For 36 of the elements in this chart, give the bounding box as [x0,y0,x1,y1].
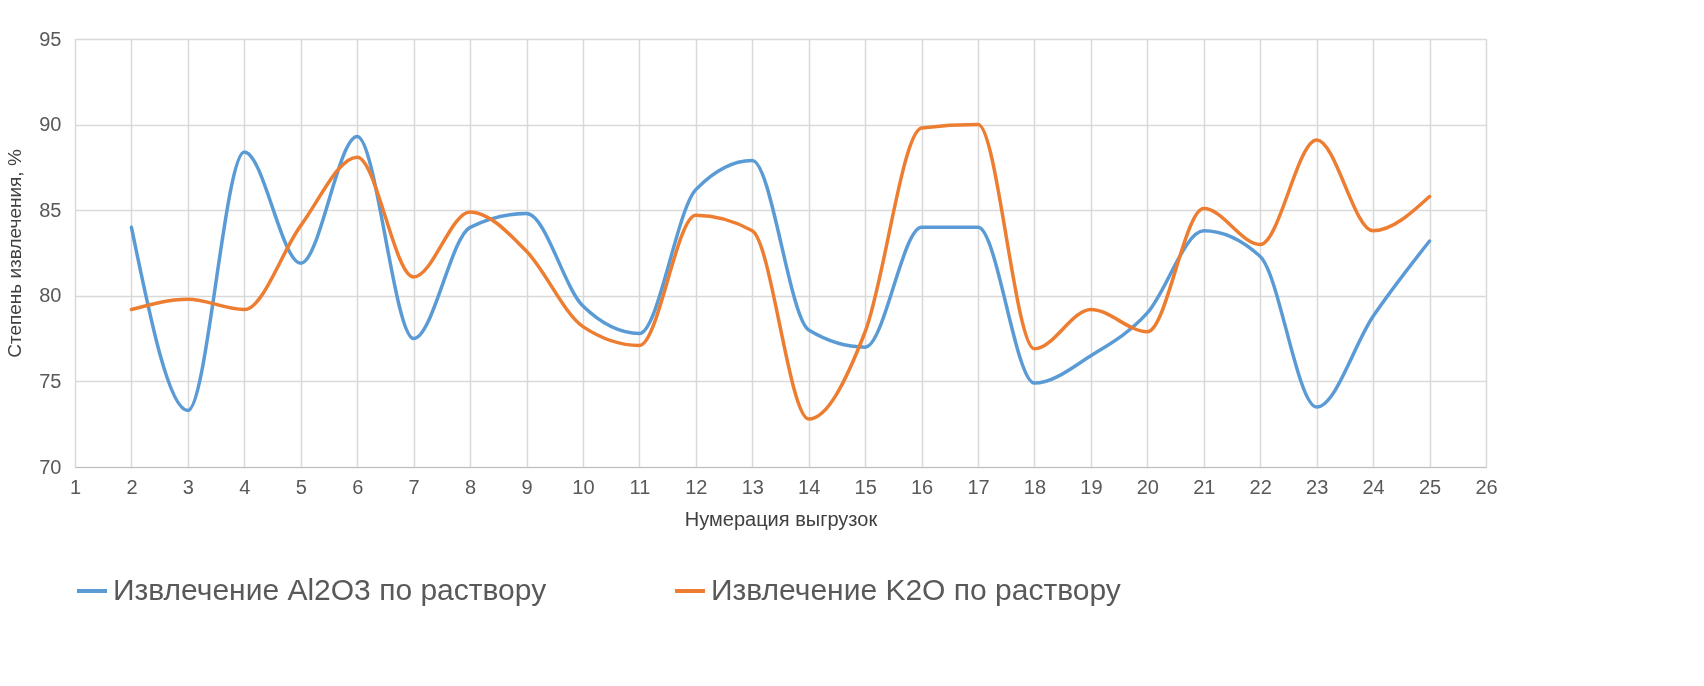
x-tick-label: 26 [1475,475,1498,498]
x-tick-label: 11 [629,475,651,498]
x-tick-label: 18 [1023,475,1047,498]
y-tick-label: 95 [39,27,62,50]
x-axis-title: Нумерация выгрузок [684,507,878,530]
y-tick-label: 85 [39,198,62,221]
x-tick-label: 9 [521,475,533,498]
x-tick-label: 2 [126,475,138,498]
x-tick-label: 5 [295,475,307,498]
x-tick-label: 20 [1136,475,1159,498]
x-tick-label: 25 [1418,475,1442,498]
x-tick-label: 4 [239,475,251,498]
x-tick-label: 23 [1306,475,1329,498]
x-tick-label: 1 [69,475,82,498]
legend-label: Извлечение Al2O3 по раствору [113,573,547,606]
y-tick-label: 70 [39,455,62,478]
x-tick-label: 7 [408,475,420,498]
x-tick-label: 8 [465,475,477,498]
x-tick-label: 19 [1080,475,1103,498]
x-tick-label: 3 [182,475,194,498]
x-tick-label: 12 [685,475,708,498]
x-tick-label: 22 [1249,475,1272,498]
x-tick-label: 6 [352,475,364,498]
y-tick-label: 90 [39,113,62,136]
x-tick-label: 15 [854,475,877,498]
x-tick-label: 10 [572,475,595,498]
y-tick-label: 80 [39,284,62,307]
y-tick-label: 75 [39,369,62,392]
x-tick-label: 16 [910,475,934,498]
x-tick-label: 21 [1193,475,1216,498]
x-tick-label: 17 [967,475,990,498]
x-tick-label: 14 [798,475,821,498]
y-axis-title: Степень извлечения, % [4,149,26,358]
legend-label: Извлечение K2O по раствору [711,573,1121,606]
x-tick-label: 13 [741,475,764,498]
x-tick-label: 24 [1362,475,1385,498]
